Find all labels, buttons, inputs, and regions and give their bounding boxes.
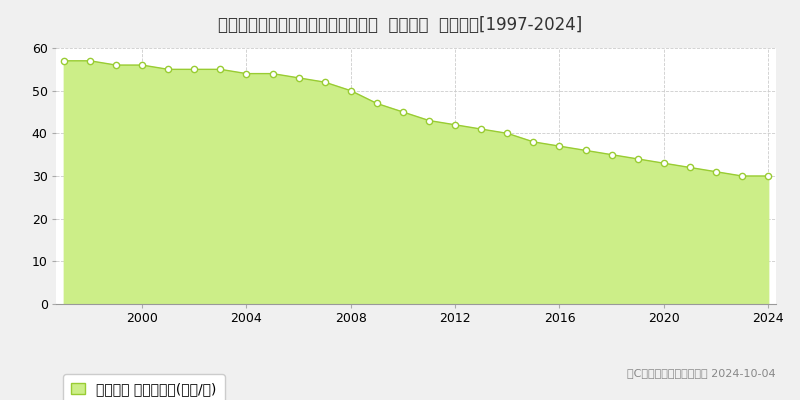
- Text: （C）土地価格ドットコム 2024-10-04: （C）土地価格ドットコム 2024-10-04: [627, 368, 776, 378]
- Text: 鹿児島県鹿児島市三和町４８番１５  基準地価  地価推移[1997-2024]: 鹿児島県鹿児島市三和町４８番１５ 基準地価 地価推移[1997-2024]: [218, 16, 582, 34]
- Legend: 基準地価 平均坪単価(万円/坪): 基準地価 平均坪単価(万円/坪): [63, 374, 225, 400]
